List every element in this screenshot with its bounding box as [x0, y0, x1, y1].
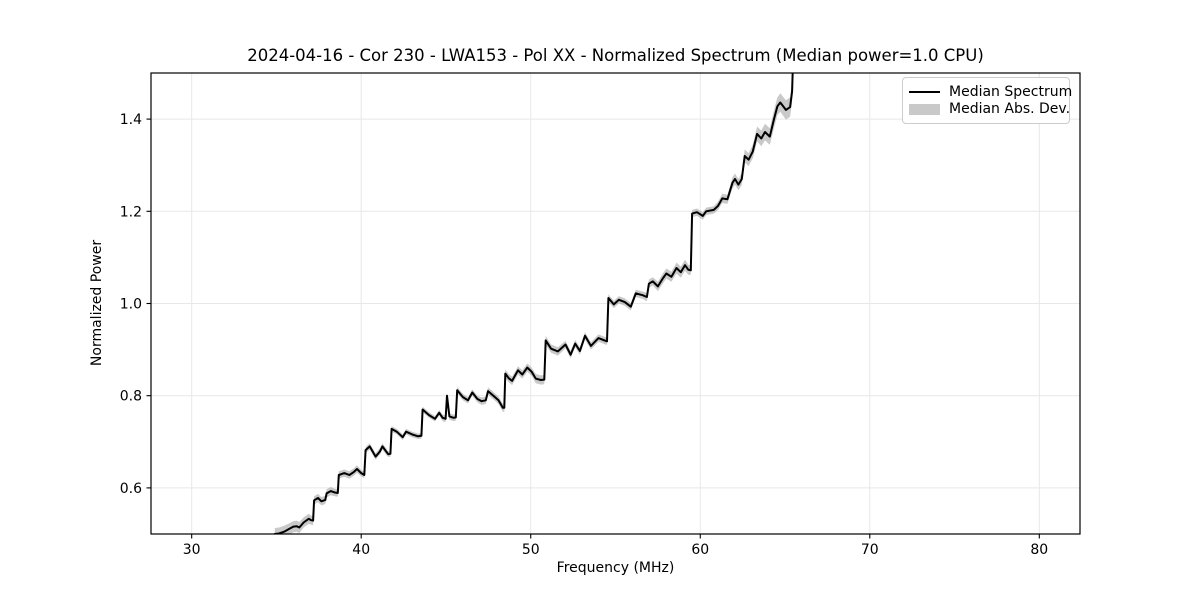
x-tick-label: 70: [861, 542, 879, 558]
x-tick-label: 80: [1030, 542, 1048, 558]
y-tick-label: 0.8: [120, 389, 142, 405]
legend-label: Median Spectrum: [949, 84, 1073, 100]
legend-entry-median-spectrum: Median Spectrum: [909, 84, 1072, 100]
x-tick-label: 30: [183, 542, 201, 558]
legend-entry-median-abs-dev: Median Abs. Dev.: [909, 101, 1070, 117]
patch-swatch-icon: [909, 103, 940, 115]
y-axis-label: Normalized Power: [89, 239, 105, 367]
y-tick-label: 1.0: [120, 297, 142, 313]
y-tick-label: 1.2: [120, 204, 142, 220]
x-axis-label: Frequency (MHz): [556, 560, 675, 576]
x-tick-label: 40: [352, 542, 370, 558]
legend: Median Spectrum Median Abs. Dev.: [902, 77, 1072, 124]
y-tick-label: 0.6: [120, 481, 142, 497]
chart-title: 2024-04-16 - Cor 230 - LWA153 - Pol XX -…: [247, 46, 984, 65]
x-tick-label: 50: [522, 542, 540, 558]
legend-label: Median Abs. Dev.: [949, 101, 1071, 117]
y-tick-label: 1.4: [120, 112, 142, 128]
x-tick-label: 60: [691, 542, 709, 558]
line-swatch-icon: [909, 91, 940, 93]
